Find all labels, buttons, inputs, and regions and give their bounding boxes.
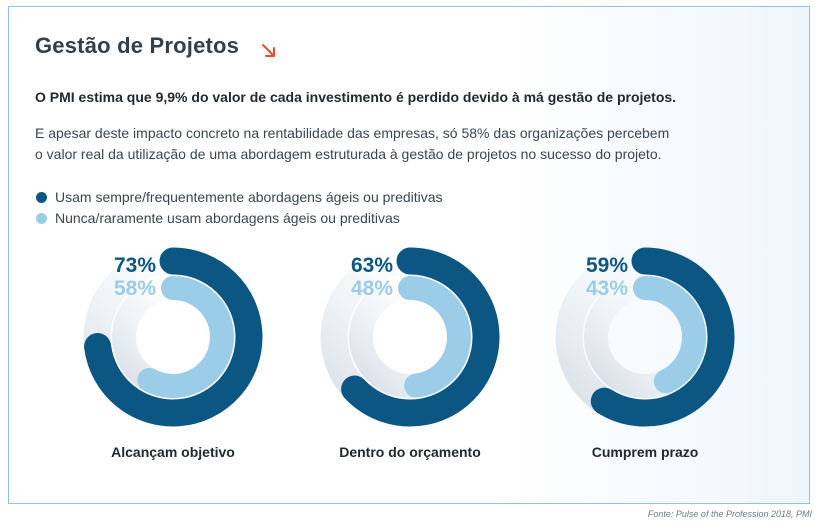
category-label: Alcançam objetivo [111, 444, 235, 460]
legend-label: Nunca/raramente usam abordagens ágeis ou… [55, 210, 400, 226]
value-label-frequent: 63% [351, 254, 393, 277]
legend-item-rare: Nunca/raramente usam abordagens ágeis ou… [35, 208, 443, 229]
arc-frequent [84, 247, 263, 427]
value-label-rare: 48% [351, 277, 393, 300]
legend-item-frequent: Usam sempre/frequentemente abordagens ág… [35, 187, 443, 208]
value-label-rare: 43% [586, 277, 628, 300]
legend-dot-icon [36, 213, 47, 224]
arc-frequent [590, 247, 735, 427]
lead-text: O PMI estima que 9,9% do valor de cada i… [35, 89, 677, 105]
body-line-2: o valor real da utilização de uma aborda… [35, 146, 662, 162]
arc-rare [137, 276, 234, 398]
body-text: E apesar deste impacto concreto na renta… [35, 123, 795, 165]
value-label-rare: 58% [114, 277, 156, 300]
value-label-frequent: 73% [114, 254, 156, 277]
arc-rare [398, 276, 471, 398]
arrow-down-right-icon [262, 44, 275, 57]
arc-rare [633, 276, 706, 394]
page-title: Gestão de Projetos [35, 33, 240, 58]
legend-label: Usam sempre/frequentemente abordagens ág… [55, 189, 443, 205]
source-note: Fonte: Pulse of the Profession 2018, PMI [647, 509, 812, 519]
radial-chart-1: 63%48% Dentro do orçamento [320, 247, 500, 460]
value-label-frequent: 59% [586, 254, 628, 277]
legend-dot-icon [36, 192, 47, 203]
body-line-1: E apesar deste impacto concreto na renta… [35, 125, 670, 141]
category-label: Cumprem prazo [592, 444, 699, 460]
radial-chart-0: 73%58% Alcançam objetivo [83, 247, 263, 460]
radial-chart-2: 59%43% Cumprem prazo [555, 247, 735, 460]
chart-legend: Usam sempre/frequentemente abordagens ág… [35, 187, 443, 229]
category-label: Dentro do orçamento [339, 444, 481, 460]
arc-frequent [341, 247, 500, 427]
